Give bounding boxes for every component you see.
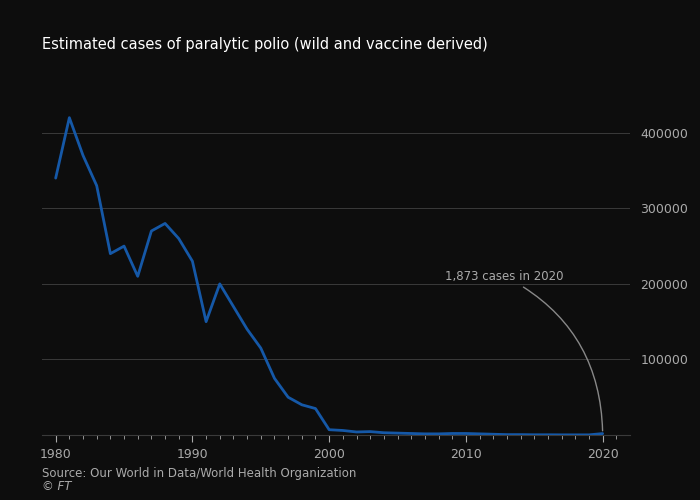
Text: Estimated cases of paralytic polio (wild and vaccine derived): Estimated cases of paralytic polio (wild…: [42, 38, 488, 52]
Text: Source: Our World in Data/World Health Organization: Source: Our World in Data/World Health O…: [42, 468, 356, 480]
Text: 1,873 cases in 2020: 1,873 cases in 2020: [445, 270, 603, 431]
Text: © FT: © FT: [42, 480, 71, 492]
